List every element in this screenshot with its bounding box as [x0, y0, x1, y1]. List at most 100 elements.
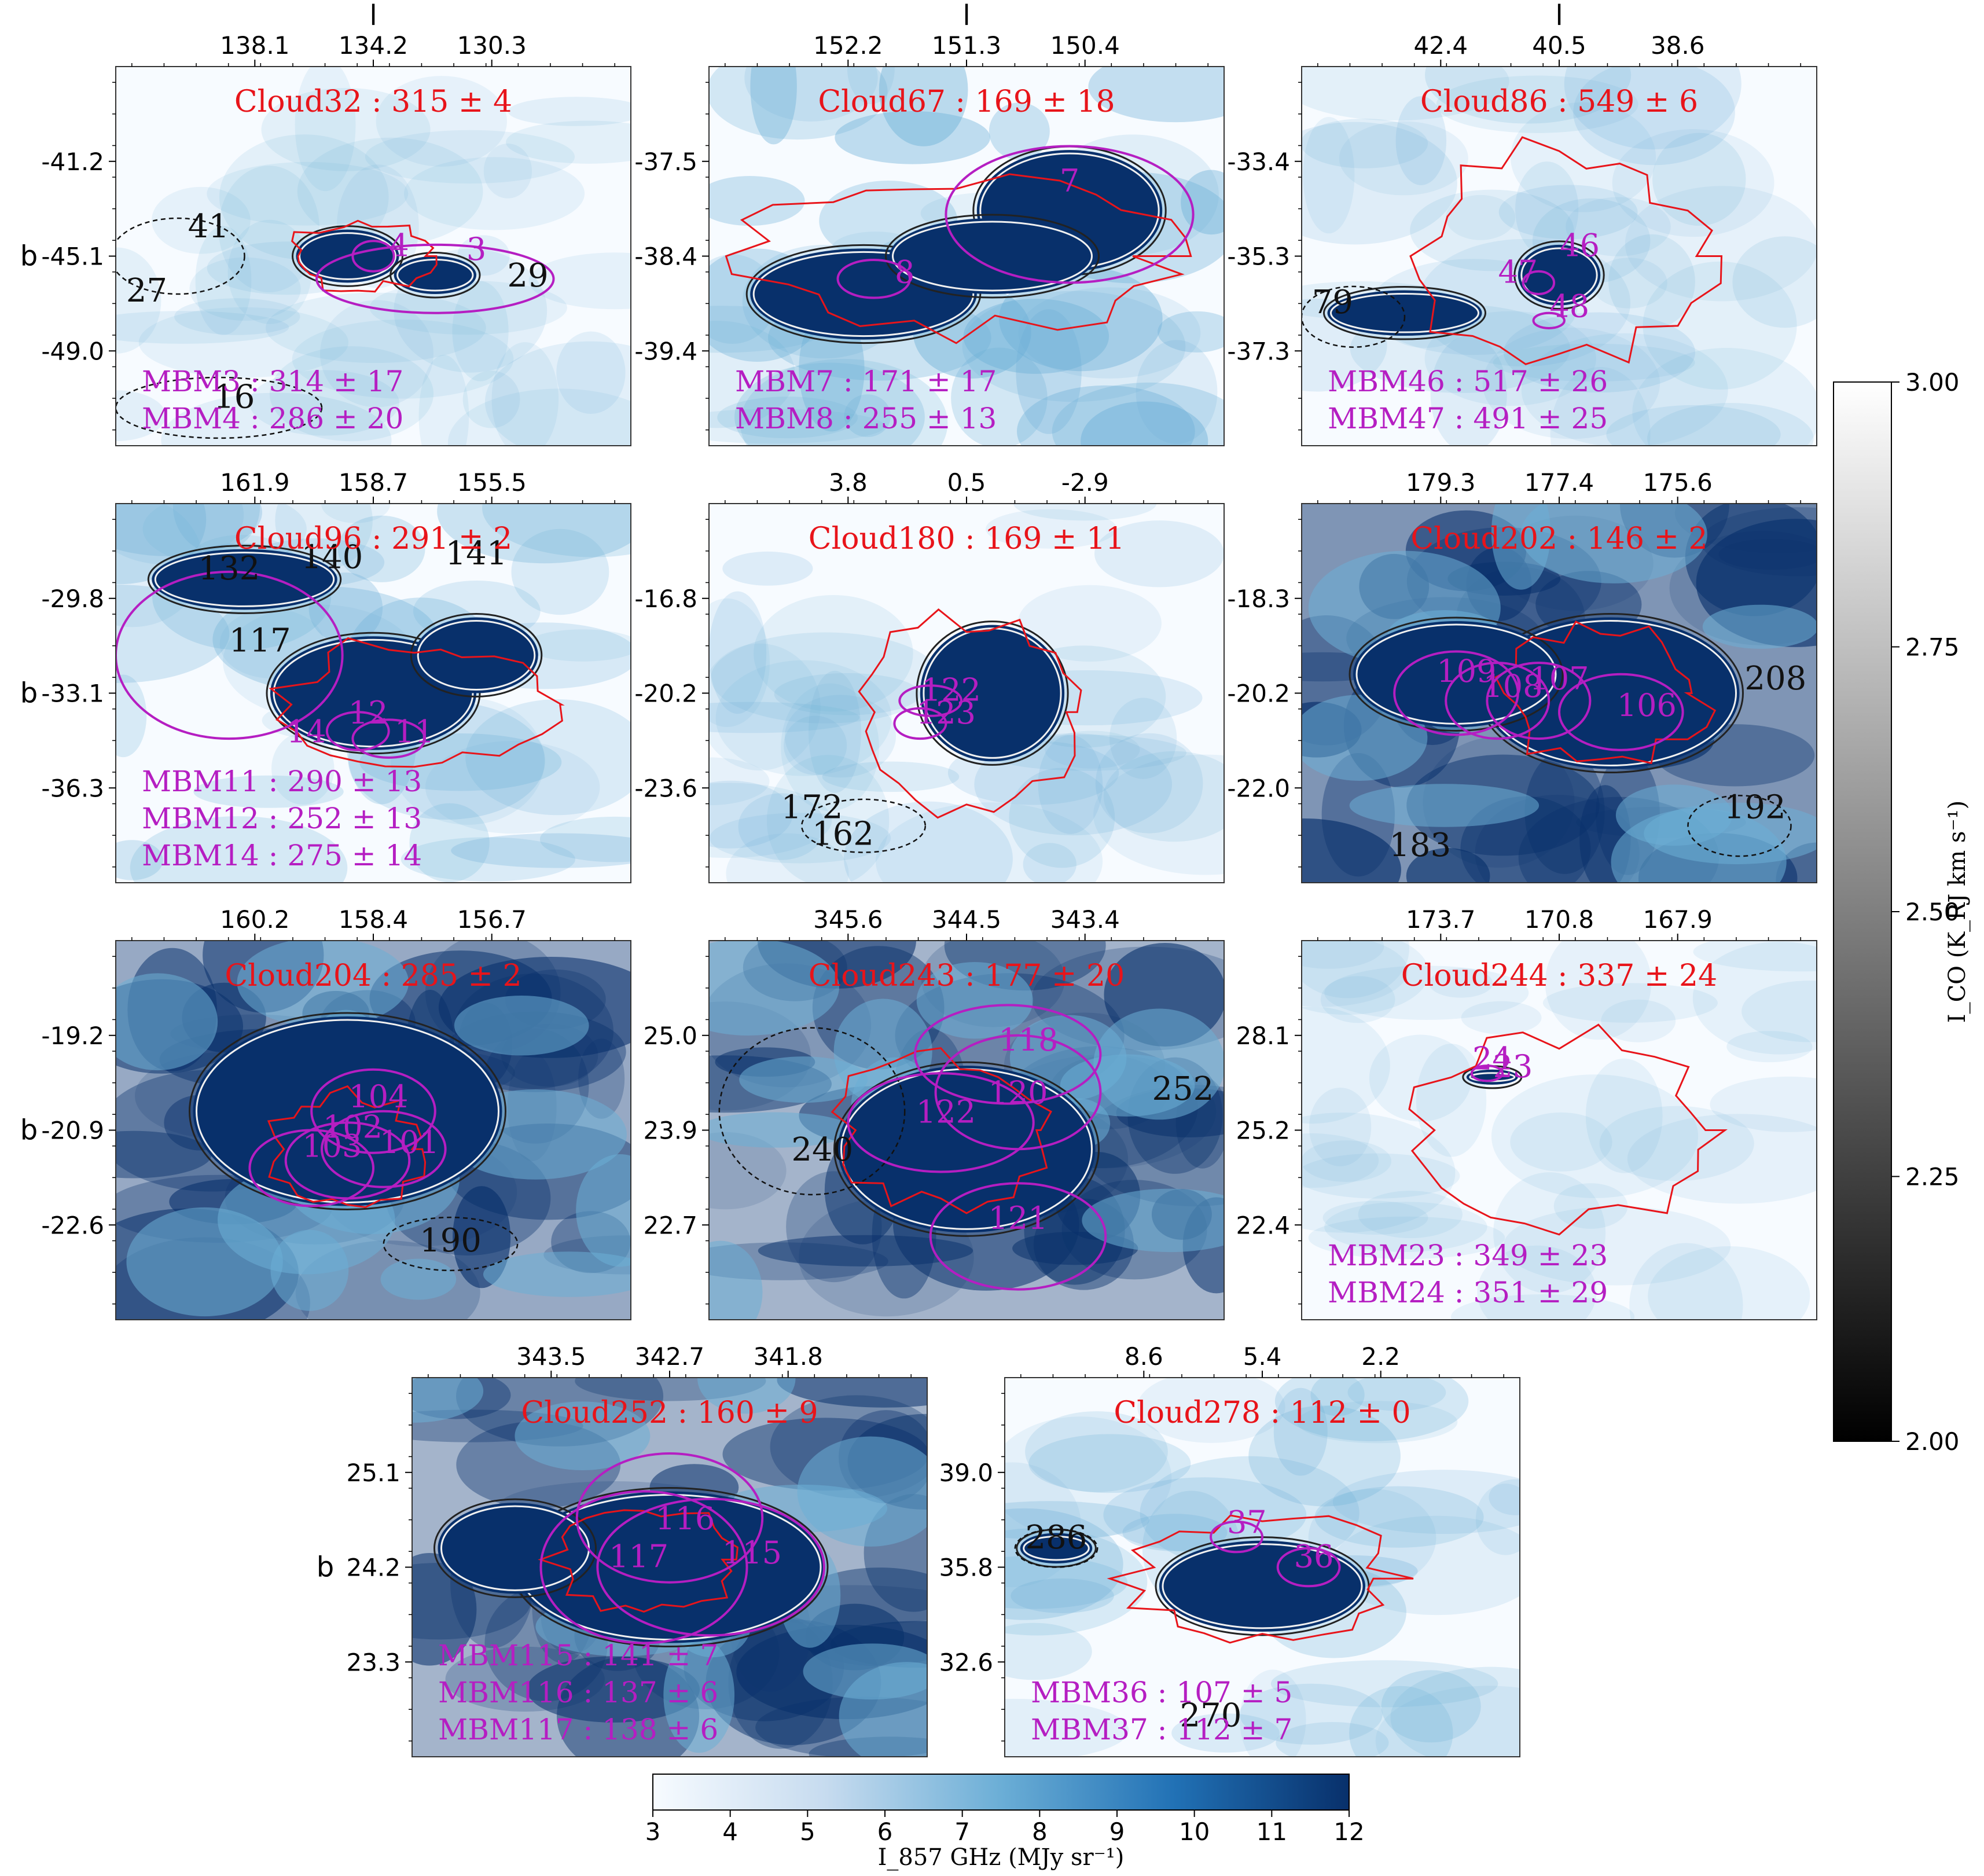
mbm-ellipse	[1276, 1547, 1341, 1588]
panel-8: 240 252 118 120 122 121 Cloud243 : 177 ± 20 345…	[643, 905, 1225, 1320]
dashed-contour	[718, 1027, 906, 1196]
map-patch	[527, 1656, 700, 1723]
dust-blob	[837, 1066, 1096, 1233]
dust-blob	[152, 549, 337, 610]
map-patch	[1652, 133, 1746, 226]
map-patch	[709, 321, 795, 428]
map-patch	[758, 1235, 973, 1266]
map-patch	[321, 504, 391, 523]
co-colorbar	[1833, 381, 1892, 1442]
mbm-id-label: 107	[1529, 660, 1589, 697]
map-patch	[295, 67, 356, 192]
map-patch	[1028, 1434, 1191, 1493]
map-patch	[116, 247, 161, 354]
map-patch	[847, 67, 895, 104]
dashed-contour	[1014, 1528, 1098, 1568]
map-patch	[1309, 1087, 1372, 1166]
map-patch	[1627, 1114, 1817, 1204]
cloud-contour	[1408, 1023, 1728, 1236]
dashed-contour	[1687, 795, 1792, 857]
map-patch	[1332, 1470, 1520, 1534]
map-patch	[709, 757, 770, 806]
y-tick-label: -19.2	[41, 1022, 104, 1050]
mbm-ellipse	[945, 145, 1195, 284]
mbm-ellipse	[310, 1068, 436, 1154]
map-patch	[781, 683, 880, 812]
map-patch	[556, 331, 626, 414]
y-tick-label: -22.0	[1227, 774, 1290, 802]
map-patch	[1515, 161, 1579, 257]
mbm-ellipse	[1532, 311, 1566, 329]
map-light-patch	[916, 961, 1033, 1039]
map-patch	[1109, 697, 1177, 779]
x-tick-label: 158.7	[339, 468, 408, 497]
co-contour	[833, 1061, 1100, 1237]
y-tick-label: 23.3	[346, 1648, 401, 1676]
map-patch	[409, 803, 490, 883]
co-contour	[433, 1498, 597, 1598]
mbm-value-label: MBM7 : 171 ± 17	[735, 365, 997, 398]
mbm-ellipse	[1522, 270, 1556, 296]
map-patch	[1276, 1721, 1389, 1757]
mbm-ellipse	[1558, 673, 1684, 751]
cloud-contour	[267, 1085, 427, 1209]
dust-blob	[1159, 1540, 1365, 1632]
mbm-ellipse	[321, 1110, 447, 1188]
map-patch	[1493, 1172, 1606, 1294]
map-patch	[738, 793, 825, 860]
y-axis-label: b	[317, 1551, 334, 1584]
cloud-id-label: 27	[126, 272, 167, 310]
map-background	[1302, 941, 1817, 1320]
cloud-id-label: 190	[420, 1222, 482, 1260]
y-tick-label: -29.8	[41, 585, 104, 613]
co-contour	[1023, 1536, 1090, 1561]
y-tick-label: 39.0	[939, 1459, 993, 1487]
panels: 41 27 29 16 4 3 Cloud32 : 315 ± 4 MBM3 : 314 ± …	[20, 0, 1817, 1757]
mbm-value-label: MBM115 : 141 ± 7	[438, 1639, 718, 1672]
mbm-ellipse	[539, 1490, 748, 1644]
co-contour	[417, 620, 536, 691]
map-light-patch	[709, 941, 839, 1036]
y-tick-label: -16.8	[634, 585, 697, 613]
dust-colorbar-tick-label: 3	[645, 1818, 661, 1846]
mbm-value-label: MBM24 : 351 ± 29	[1328, 1276, 1608, 1309]
map-patch	[359, 733, 562, 791]
y-tick-label: 32.6	[939, 1648, 993, 1676]
x-tick-label: 0.5	[947, 468, 986, 497]
x-tick-label: 341.8	[754, 1342, 823, 1371]
co-colorbar-tick-label: 2.25	[1905, 1163, 1960, 1191]
y-tick-label: -18.3	[1227, 585, 1290, 613]
x-tick-label: 177.4	[1524, 468, 1594, 497]
map-light-patch	[412, 1378, 484, 1423]
cloud-id-label: 208	[1744, 660, 1806, 697]
cloud-contour	[725, 173, 1192, 344]
map-patch	[485, 341, 631, 446]
mbm-ellipse	[575, 1452, 764, 1584]
map-patch	[172, 504, 260, 553]
map-patch	[337, 515, 425, 582]
map-patch	[1273, 1387, 1328, 1476]
map-patch	[275, 504, 373, 570]
map-light-patch	[1491, 504, 1551, 590]
map-patch	[1018, 287, 1201, 379]
dust-blob	[1353, 621, 1559, 728]
co-colorbar-tick-label: 2.50	[1905, 898, 1960, 926]
y-tick-label: 25.1	[346, 1459, 401, 1487]
map-patch	[711, 632, 940, 724]
map-patch	[320, 300, 433, 407]
map-patch	[1347, 1378, 1446, 1411]
y-tick-label: -37.3	[1227, 337, 1290, 365]
map-patch	[1726, 1031, 1813, 1063]
map-patch	[1425, 67, 1632, 124]
map-patch	[1599, 1106, 1754, 1181]
cloud-id-label: 192	[1724, 789, 1786, 827]
panel-map: 286 270 37 36 Cloud278 : 112 ± 0 MBM36 : 107 …	[1005, 1378, 1520, 1757]
cloud-id-label: 41	[188, 208, 229, 245]
x-tick-label: 158.4	[339, 905, 408, 934]
map-patch	[1358, 1191, 1463, 1239]
co-contour	[885, 214, 1100, 299]
co-contour	[752, 251, 975, 337]
